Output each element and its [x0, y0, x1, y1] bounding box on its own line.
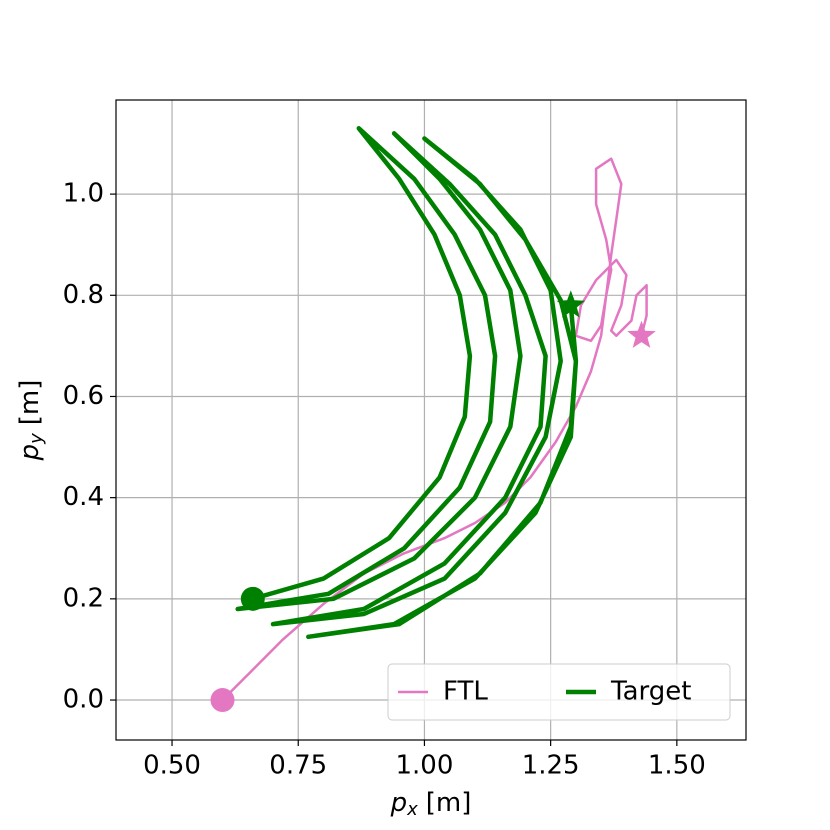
y-tick-label: 0.8 [63, 280, 104, 310]
x-tick-label: 0.50 [143, 751, 201, 781]
x-tick-label: 1.25 [522, 751, 580, 781]
plot-area [116, 100, 746, 740]
y-axis-label: py [m] [15, 380, 48, 462]
legend-box [387, 663, 731, 721]
y-label-unit: [m] [15, 380, 45, 426]
start-marker [210, 688, 235, 713]
x-label-var: p [390, 788, 408, 818]
series-line [221, 157, 648, 701]
y-tick-label: 1.0 [63, 179, 104, 209]
y-tick-label: 0.4 [63, 482, 104, 512]
legend-label: Target [610, 677, 691, 707]
y-tick-label: 0.0 [63, 685, 104, 715]
x-tick-label: 0.75 [269, 751, 327, 781]
start-marker [240, 586, 265, 611]
end-marker [556, 290, 586, 318]
legend-label: FTL [443, 677, 488, 707]
y-tick-label: 0.2 [63, 583, 104, 613]
end-marker [627, 320, 656, 348]
y-tick-label: 0.6 [63, 381, 104, 411]
plot-frame [115, 99, 747, 741]
x-tick-label: 1.50 [648, 751, 706, 781]
y-label-var: p [15, 444, 45, 462]
x-label-unit: [m] [426, 788, 472, 818]
x-label-sub: x [406, 799, 418, 820]
y-label-sub: y [26, 433, 47, 445]
x-tick-label: 1.00 [395, 751, 453, 781]
x-axis-label: px [m] [390, 788, 472, 821]
series-line [235, 126, 579, 640]
